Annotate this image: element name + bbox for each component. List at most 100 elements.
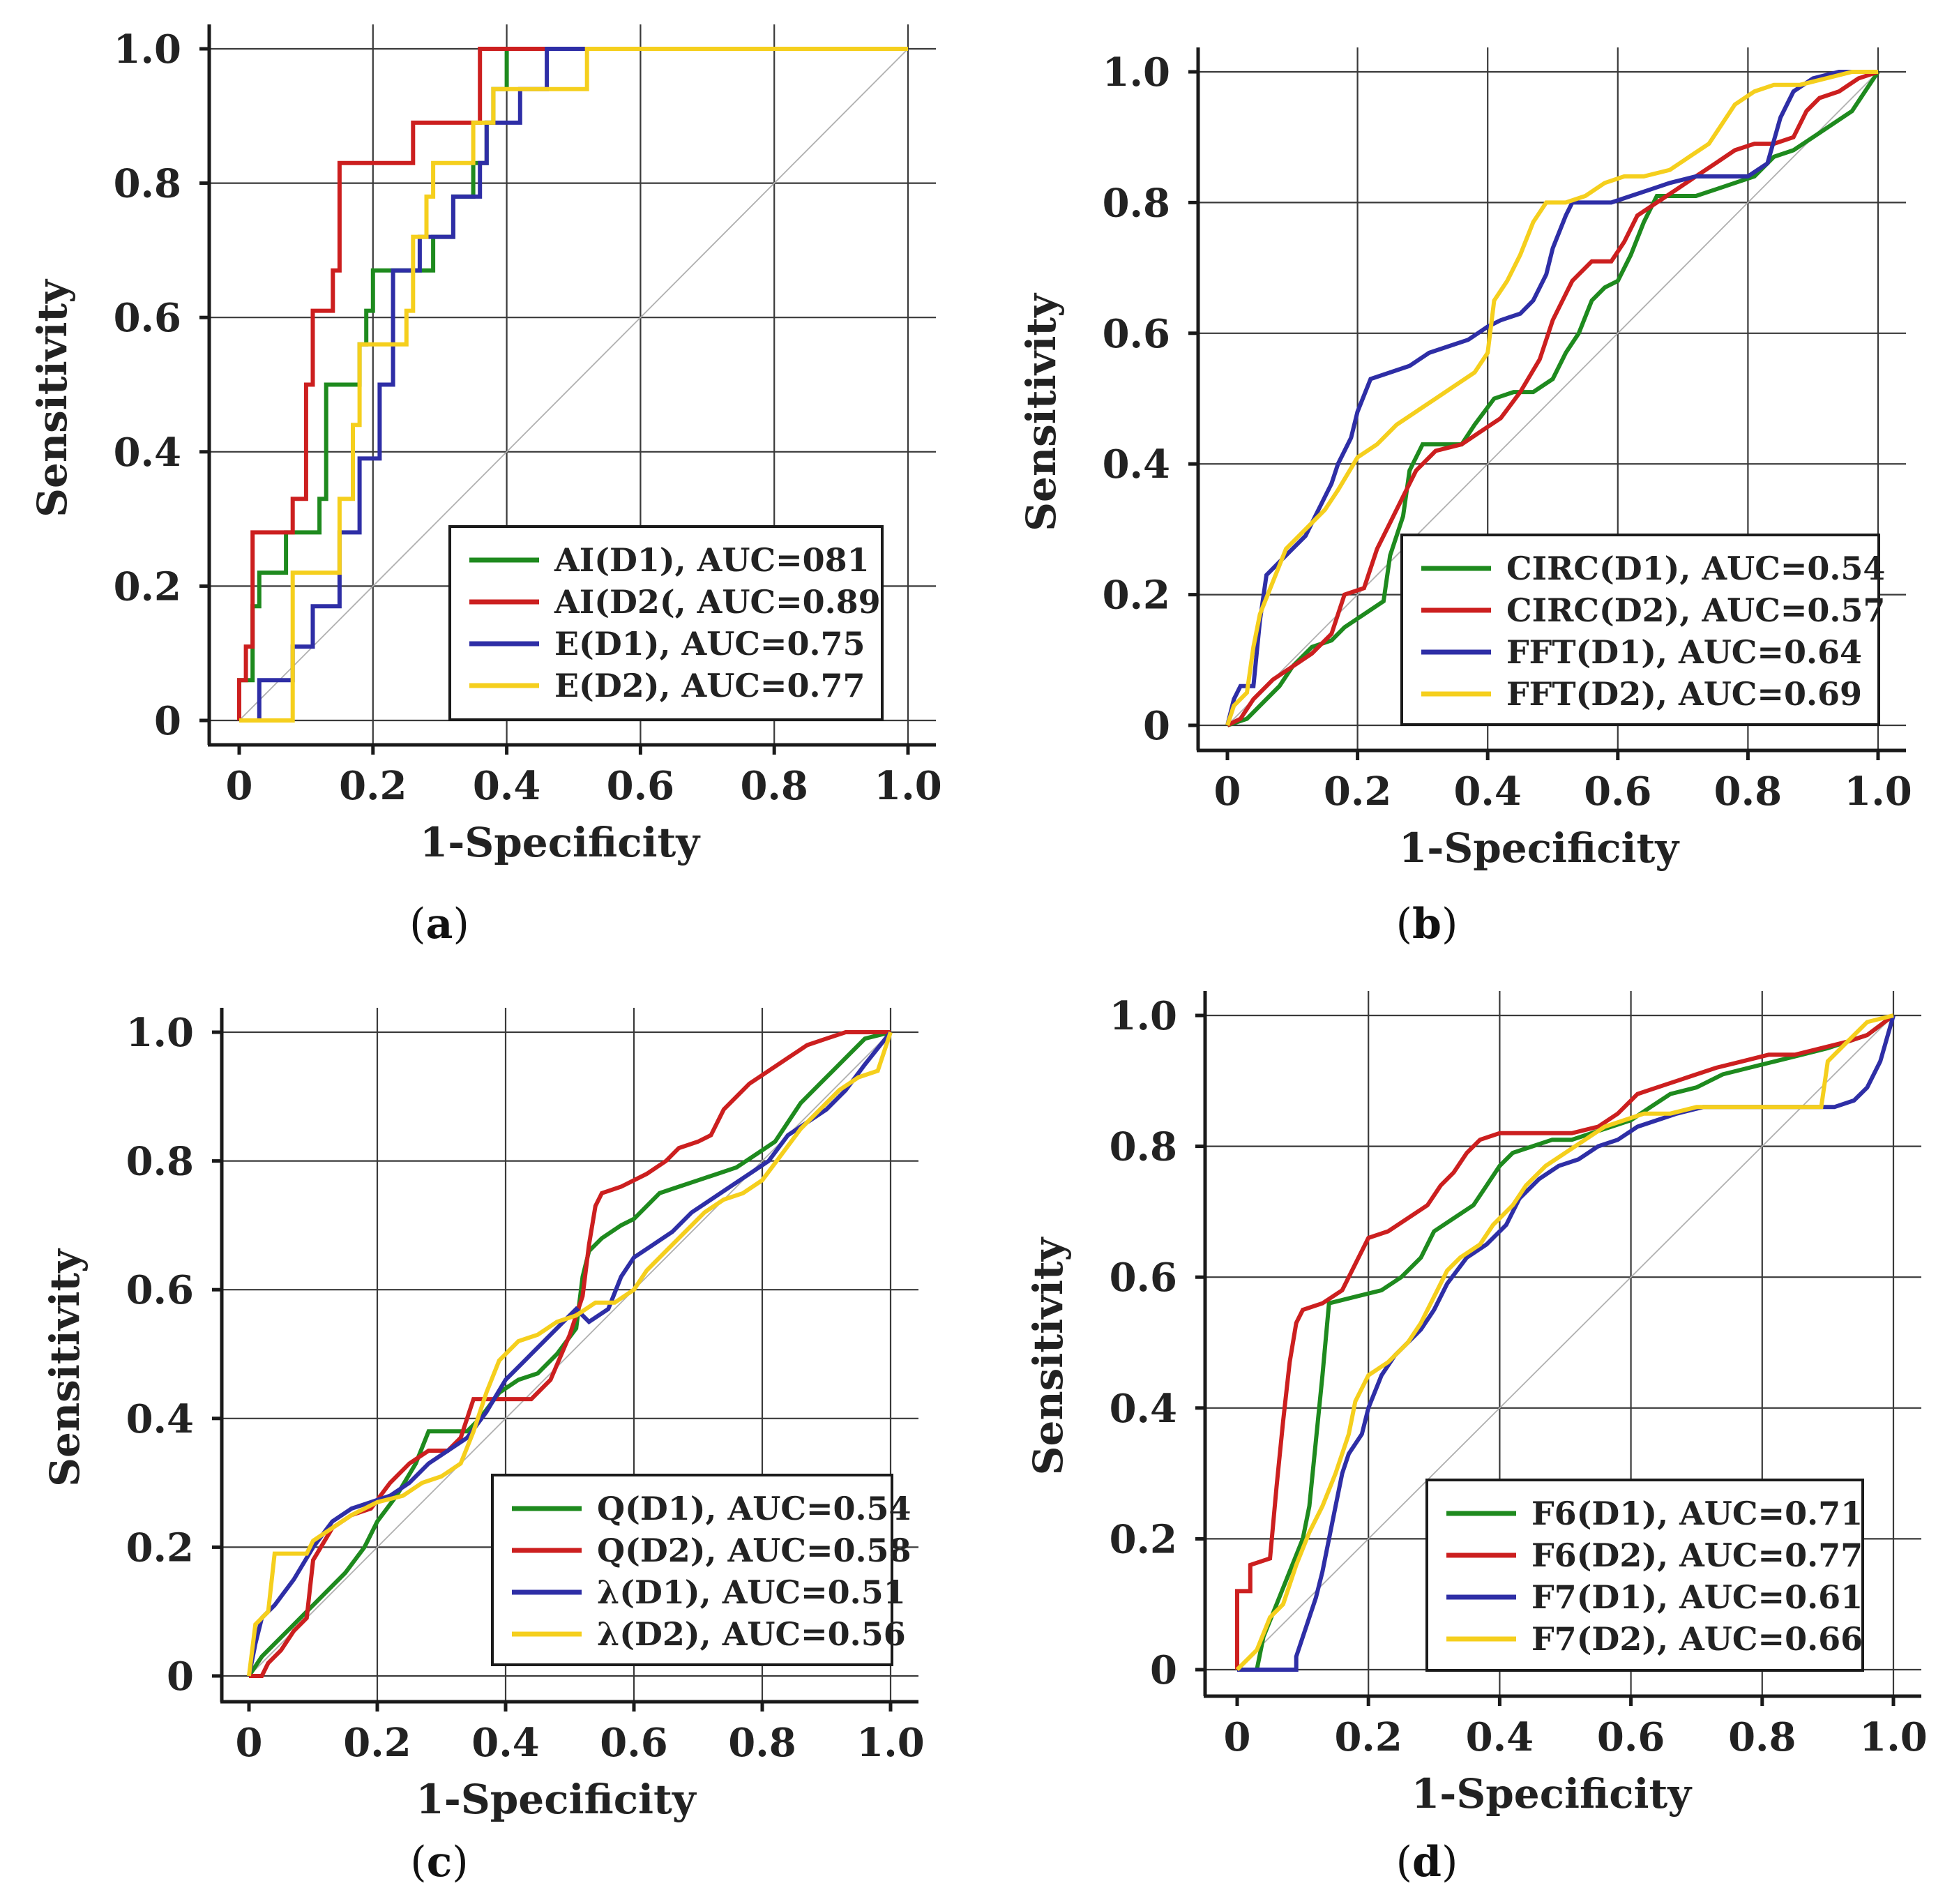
y-tick-label: 0 xyxy=(1150,1647,1177,1693)
x-axis-title: 1-Specificity xyxy=(416,1776,697,1823)
y-axis-title: Sensitivity xyxy=(1024,1236,1072,1475)
roc-curve-3 xyxy=(247,1032,893,1677)
roc-curve-1 xyxy=(249,1030,891,1678)
x-tick-label: 0.8 xyxy=(1714,769,1782,815)
x-tick-label: 0 xyxy=(226,763,253,809)
panel-caption: (a) xyxy=(409,900,469,949)
roc-curves xyxy=(1235,1013,1896,1672)
x-tick-label: 0.4 xyxy=(473,763,540,809)
legend-label: F7(D2), AUC=0.66 xyxy=(1531,1620,1863,1658)
x-tick-label: 0.6 xyxy=(607,763,674,809)
legend-label: AI(D1), AUC=081 xyxy=(554,541,870,579)
x-tick-label: 0.6 xyxy=(1584,769,1651,815)
panel-caption: (c) xyxy=(410,1838,469,1887)
roc-curve-1 xyxy=(1235,1013,1895,1670)
legend-label: E(D1), AUC=0.75 xyxy=(554,625,865,663)
y-tick-label: 0.4 xyxy=(126,1396,194,1442)
panel-caption: (b) xyxy=(1395,900,1458,949)
x-tick-label: 0.8 xyxy=(740,763,808,809)
panel-letter: d xyxy=(1412,1838,1442,1887)
y-tick-label: 0.6 xyxy=(126,1267,194,1313)
roc-curve-1 xyxy=(237,47,908,720)
roc-panel-c: 0 0.2 0.4 0.6 0.8 1.0 0 0.2 0.4 0.6 0.8 1.0 1-Specif… xyxy=(41,1008,925,1823)
y-tick-label: 0.8 xyxy=(126,1139,194,1185)
y-tick-label: 0.8 xyxy=(1110,1124,1177,1170)
x-tick-label: 0.6 xyxy=(1597,1714,1665,1760)
x-tick-label: 0.4 xyxy=(471,1720,539,1766)
x-tick-label: 0.8 xyxy=(728,1720,796,1766)
y-tick-label: 0.8 xyxy=(114,161,181,207)
roc-curve-3 xyxy=(1225,70,1878,726)
y-tick-label: 0.2 xyxy=(1103,573,1170,619)
y-tick-label: 0.8 xyxy=(1103,180,1170,226)
x-axis-title: 1-Specificity xyxy=(420,819,701,866)
x-tick-label: 0.2 xyxy=(1324,769,1391,815)
x-tick-label: 1.0 xyxy=(856,1720,924,1766)
x-tick-label: 0.4 xyxy=(1466,1714,1534,1760)
legend-label: Q(D2), AUC=0.58 xyxy=(597,1532,911,1569)
y-tick-label: 1.0 xyxy=(114,27,181,73)
roc-curve-3 xyxy=(239,47,908,723)
legend-label: Q(D1), AUC=0.54 xyxy=(597,1490,911,1527)
y-tick-label: 0.6 xyxy=(1110,1255,1177,1301)
legend-label: CIRC(D1), AUC=0.54 xyxy=(1506,550,1885,587)
roc-panel-b: 0 0.2 0.4 0.6 0.8 1.0 0 0.2 0.4 0.6 0.8 1.0 1-Specif… xyxy=(1017,47,1912,872)
y-tick-label: 0.4 xyxy=(1103,441,1170,488)
legend-label: FFT(D1), AUC=0.64 xyxy=(1506,633,1862,671)
y-tick-label: 0 xyxy=(1143,703,1170,749)
x-tick-label: 1.0 xyxy=(874,763,941,809)
y-axis-title: Sensitivity xyxy=(1017,292,1065,531)
x-tick-label: 1.0 xyxy=(1844,769,1912,815)
y-tick-label: 0.4 xyxy=(1110,1386,1177,1432)
legend-label: F6(D1), AUC=0.71 xyxy=(1531,1495,1863,1532)
x-tick-label: 1.0 xyxy=(1859,1714,1927,1760)
roc-curve-2 xyxy=(1225,70,1878,726)
reference-diagonal xyxy=(1236,1015,1894,1670)
y-tick-label: 1.0 xyxy=(1103,50,1170,96)
legend-label: F7(D1), AUC=0.61 xyxy=(1531,1578,1863,1616)
x-tick-label: 0.2 xyxy=(339,763,407,809)
y-axis-title: Sensitivity xyxy=(29,278,76,517)
roc-curve-1 xyxy=(1226,70,1879,727)
y-tick-label: 0.2 xyxy=(114,564,181,610)
y-tick-label: 1.0 xyxy=(1110,993,1177,1039)
y-tick-label: 0.2 xyxy=(1110,1516,1177,1562)
legend: Q(D1), AUC=0.54 Q(D2), AUC=0.58 λ(D1), AUC… xyxy=(491,1474,911,1666)
y-tick-label: 0.4 xyxy=(114,430,181,476)
legend: AI(D1), AUC=081 AI(D2(, AUC=0.89 E(D1), AU… xyxy=(448,525,884,721)
roc-curves xyxy=(237,47,908,723)
legend-label: λ(D2), AUC=0.56 xyxy=(597,1615,906,1653)
x-tick-label: 0.8 xyxy=(1728,1714,1796,1760)
panel-letter: b xyxy=(1412,900,1442,949)
roc-curve-3 xyxy=(1235,1013,1894,1672)
y-tick-label: 0.6 xyxy=(114,295,181,341)
x-axis-title: 1-Specificity xyxy=(1399,824,1680,872)
roc-curves xyxy=(247,1030,893,1678)
y-tick-label: 0.2 xyxy=(126,1525,194,1571)
roc-panel-d: 0 0.2 0.4 0.6 0.8 1.0 0 0.2 0.4 0.6 0.8 1.0 1-Specif… xyxy=(1024,991,1928,1818)
panel-letter: c xyxy=(426,1838,453,1887)
y-tick-label: 0 xyxy=(167,1654,194,1700)
roc-panel-a: 0 0.2 0.4 0.6 0.8 1.0 0 0.2 0.4 0.6 0.8 1.0 1-Specif… xyxy=(29,24,942,866)
legend-label: E(D2), AUC=0.77 xyxy=(554,667,865,704)
x-axis-title: 1-Specificity xyxy=(1412,1770,1693,1818)
x-tick-label: 0.4 xyxy=(1453,769,1521,815)
panel-letter: a xyxy=(425,900,453,949)
y-axis-title: Sensitivity xyxy=(41,1248,89,1487)
roc-curve-0 xyxy=(1237,1013,1895,1672)
legend-label: λ(D1), AUC=0.51 xyxy=(597,1573,906,1611)
x-tick-label: 0.6 xyxy=(600,1720,667,1766)
roc-curve-2 xyxy=(239,47,908,723)
legend: F6(D1), AUC=0.71 F6(D2), AUC=0.77 F7(D1), … xyxy=(1425,1479,1864,1672)
roc-curves xyxy=(1225,70,1880,727)
panel-caption: (d) xyxy=(1395,1838,1458,1887)
y-tick-label: 1.0 xyxy=(126,1010,194,1056)
legend-label: CIRC(D2), AUC=0.57 xyxy=(1506,591,1885,629)
y-tick-label: 0 xyxy=(154,698,181,744)
x-tick-label: 0 xyxy=(1224,1714,1251,1760)
x-tick-label: 0 xyxy=(236,1720,263,1766)
legend-label: AI(D2(, AUC=0.89 xyxy=(554,583,881,621)
reference-diagonal xyxy=(239,48,909,721)
legend-label: FFT(D2), AUC=0.69 xyxy=(1506,675,1862,713)
